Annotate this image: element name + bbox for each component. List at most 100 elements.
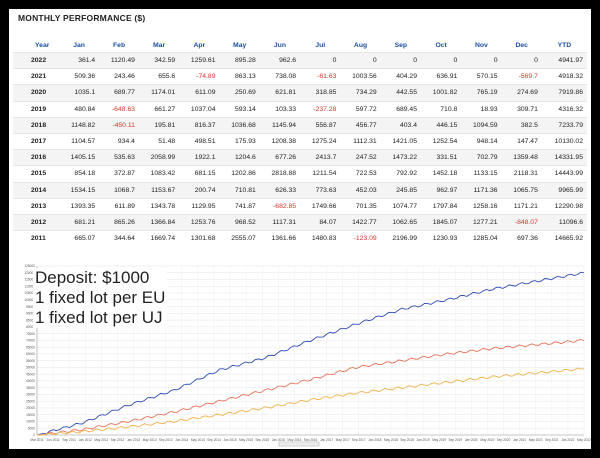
value-cell: 1452.18	[420, 165, 462, 182]
value-cell: 1003.56	[340, 68, 381, 85]
value-cell: 1062.65	[380, 213, 421, 231]
value-cell: 689.77	[99, 84, 139, 102]
value-cell: 1065.75	[501, 181, 542, 199]
equity-series-line-3	[36, 367, 585, 436]
page-title: MONTHLY PERFORMANCE ($)	[18, 13, 146, 23]
value-cell: 1480.83	[300, 230, 341, 247]
x-tick-label: Sep 2019	[448, 438, 462, 442]
value-cell: 1361.66	[259, 230, 301, 247]
y-tick-label: 55000	[26, 359, 35, 363]
value-cell: 331.51	[420, 149, 462, 166]
value-cell: 0	[300, 51, 341, 69]
y-tick-label: 125000	[24, 264, 35, 268]
value-cell: 9965.99	[541, 181, 587, 199]
range-navigator[interactable]	[278, 441, 320, 447]
value-cell: 452.03	[340, 181, 381, 199]
value-cell: 11096.6	[541, 213, 587, 231]
x-tick-label: May 2012	[94, 438, 108, 442]
value-cell: 382.5	[501, 116, 542, 134]
value-cell: 611.89	[99, 197, 139, 215]
value-cell: 1035.1	[58, 84, 100, 102]
y-tick-label: 100000	[24, 298, 35, 302]
value-cell: -61.63	[300, 68, 341, 85]
value-cell: 274.69	[501, 84, 542, 102]
x-tick-label: May 2021	[529, 438, 543, 442]
value-cell: 2196.99	[380, 230, 421, 247]
value-cell: 0	[340, 51, 381, 69]
x-tick-label: May 2016	[287, 438, 301, 442]
value-cell: 1133.15	[461, 165, 502, 182]
y-tick-label: 60000	[26, 352, 35, 356]
value-cell: 14443.99	[541, 165, 587, 182]
x-tick-label: Sep 2020	[497, 438, 511, 442]
table-row: 2019 480.84 -648.63 661.27 1037.04 593.14 103.…	[13, 100, 587, 118]
y-tick-label: 110000	[25, 284, 36, 288]
value-cell: 773.63	[300, 181, 341, 199]
overlay-deposit: Deposit: $1000	[35, 268, 150, 287]
column-header-aug: Aug	[353, 41, 368, 49]
value-cell: 697.36	[501, 230, 542, 247]
value-cell: 498.51	[179, 132, 220, 150]
year-cell: 2020	[13, 84, 59, 102]
year-cell: 2013	[13, 197, 59, 215]
value-cell: 1473.22	[380, 149, 421, 166]
monthly-performance-table: Year Jan Feb Mar Apr May Jun Jul Aug Sep Oct Nov Dec…	[13, 38, 587, 247]
y-tick-label: 15000	[26, 413, 35, 417]
value-cell: 18.93	[461, 100, 502, 118]
value-cell: 0	[380, 51, 421, 69]
x-tick-label: Jan 2013	[127, 438, 140, 442]
value-cell: 10130.02	[541, 132, 587, 150]
value-cell: -74.89	[179, 68, 220, 85]
table-row: 2012 681.21 865.26 1366.84 1253.76 968.52 1117…	[13, 213, 587, 231]
value-cell: 710.81	[219, 181, 260, 199]
table-row: 2013 1393.35 611.89 1343.78 1129.95 741.87 -68…	[13, 197, 587, 215]
value-cell: 636.91	[420, 68, 462, 85]
value-cell: 593.14	[219, 100, 260, 118]
y-tick-label: 40000	[26, 379, 35, 383]
value-cell: 1083.42	[138, 165, 180, 182]
x-tick-label: Jan 2019	[417, 438, 430, 442]
equity-series-line-1	[36, 271, 585, 436]
value-cell: 4918.32	[541, 68, 587, 85]
value-cell: 480.84	[58, 100, 100, 118]
value-cell: 245.85	[380, 181, 421, 199]
value-cell: -648.63	[99, 100, 139, 118]
x-tick-label: Sep 2018	[400, 438, 414, 442]
value-cell: 1359.48	[501, 149, 542, 166]
value-cell: 103.33	[259, 100, 301, 118]
value-cell: 7919.86	[541, 84, 587, 102]
value-cell: 2413.7	[300, 149, 341, 166]
value-cell: 509.36	[58, 68, 100, 85]
table-row: 2021 509.36 243.46 655.6 -74.89 863.13 738.08-…	[13, 68, 587, 85]
value-cell: -682.85	[259, 197, 301, 215]
value-cell: 7233.79	[541, 116, 587, 134]
value-cell: 1422.77	[340, 213, 381, 231]
value-cell: 535.63	[99, 149, 139, 166]
value-cell: 962.97	[420, 181, 462, 199]
value-cell: 895.28	[219, 51, 260, 69]
value-cell: 948.14	[461, 132, 502, 150]
value-cell: 1112.31	[340, 132, 381, 150]
x-tick-label: May 2017	[336, 438, 350, 442]
table-row: 2015 854.18 372.87 1083.42 681.15 1202.86 2818…	[13, 165, 587, 182]
value-cell: 1129.95	[179, 197, 220, 215]
value-cell: 968.52	[219, 213, 260, 231]
value-cell: 442.55	[380, 84, 421, 102]
value-cell: 1797.84	[420, 197, 462, 215]
value-cell: 816.37	[179, 116, 220, 134]
value-cell: 665.07	[58, 230, 100, 247]
value-cell: 738.08	[259, 68, 301, 85]
table-row: 2016 1405.15 535.63 2058.99 1922.1 1204.6 677.…	[13, 149, 587, 166]
value-cell: 195.81	[138, 116, 180, 134]
table-row: 2020 1035.1 689.77 1174.01 611.09 250.69 621.8…	[13, 84, 587, 102]
table-row: 2014 1534.15 1068.7 1153.67 200.74 710.81 626.…	[13, 181, 587, 199]
column-header-nov: Nov	[475, 41, 488, 49]
value-cell: 677.26	[259, 149, 301, 166]
overlay-annotation: Deposit: $1000 1 fixed lot per EU 1 fixe…	[33, 268, 168, 328]
value-cell: 710.8	[420, 100, 462, 118]
value-cell: 1534.15	[58, 181, 100, 199]
y-tick-label: 35000	[26, 386, 35, 390]
value-cell: 962.6	[259, 51, 301, 69]
value-cell: 2058.99	[138, 149, 180, 166]
value-cell: 1104.57	[58, 132, 100, 150]
